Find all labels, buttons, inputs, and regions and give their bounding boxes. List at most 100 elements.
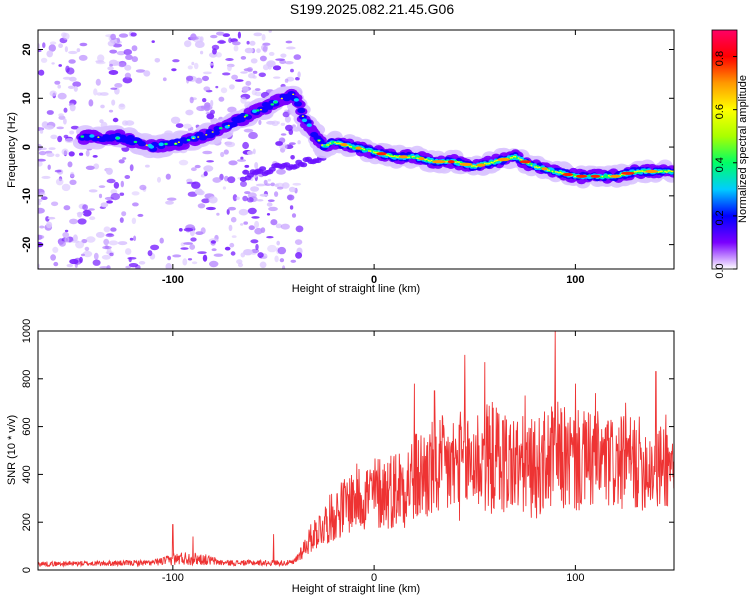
spectrogram-noise-blob bbox=[38, 161, 43, 167]
spectrogram-noise-blob bbox=[216, 212, 220, 216]
spectrogram-noise-blob bbox=[122, 157, 127, 160]
spectrogram-noise-blob bbox=[120, 180, 125, 188]
spectrogram-noise-blob bbox=[110, 87, 118, 90]
spectrogram-noise-blob bbox=[125, 265, 132, 269]
spectrogram-noise-blob bbox=[93, 252, 99, 260]
colorbar-tick-label: 0.8 bbox=[714, 51, 726, 66]
spectrogram-noise-blob bbox=[244, 191, 251, 195]
spectrogram-ridge-mark bbox=[270, 103, 275, 106]
spectrogram-noise-blob bbox=[159, 237, 164, 244]
spectrogram-noise-blob bbox=[186, 75, 194, 82]
spectrogram-noise-blob bbox=[46, 110, 54, 115]
spectrogram-noise-blob bbox=[77, 218, 87, 225]
spectrogram-noise-blob bbox=[246, 197, 254, 203]
colorbar-tick-label: 0.6 bbox=[714, 104, 726, 119]
spectrogram-noise-blob bbox=[266, 213, 271, 216]
spectrogram-noise-blob bbox=[64, 46, 68, 53]
spectrogram-noise-blob bbox=[63, 118, 67, 125]
spectrogram-noise-blob bbox=[61, 183, 71, 192]
spectrogram-noise-blob bbox=[124, 175, 131, 179]
spectrogram-noise-blob bbox=[128, 257, 132, 263]
spectrogram-noise-blob bbox=[291, 213, 297, 218]
spectrogram-noise-blob bbox=[39, 129, 44, 134]
spectrogram-noise-blob bbox=[39, 225, 45, 229]
spectrogram-noise-blob bbox=[54, 80, 61, 85]
spectrogram-noise-blob bbox=[157, 176, 161, 183]
spectrogram-ridge-mark bbox=[537, 167, 539, 169]
y-tick-label: 200 bbox=[21, 513, 33, 531]
spectrogram-noise-blob bbox=[105, 233, 115, 238]
spectrogram-noise-blob bbox=[58, 64, 62, 67]
spectrogram-ridge-mark bbox=[445, 161, 448, 163]
spectrogram-ridge-mark bbox=[551, 170, 554, 173]
spectrogram-noise-blob bbox=[48, 147, 56, 151]
spectrogram-noise-blob bbox=[122, 76, 133, 84]
spectrogram-noise-blob bbox=[109, 63, 113, 67]
spectrogram-noise-blob bbox=[93, 88, 98, 96]
spectrogram-noise-blob bbox=[275, 58, 285, 61]
spectrogram-noise-blob bbox=[240, 156, 244, 160]
snr-y-ticks: 0 200 400 600 800 1000 bbox=[21, 319, 674, 573]
spectrogram-noise-blob bbox=[260, 227, 266, 234]
spectrogram-noise-blob bbox=[203, 165, 214, 172]
y-tick-label: 1000 bbox=[21, 319, 33, 343]
spectrogram-noise-blob bbox=[82, 250, 93, 258]
spectrogram-noise-blob bbox=[55, 178, 64, 186]
spectrogram-noise-blob bbox=[223, 149, 229, 155]
spectrogram-noise-blob bbox=[280, 223, 290, 230]
spectrogram-noise-blob bbox=[67, 85, 75, 90]
spectrogram-noise-blob bbox=[228, 37, 233, 44]
spectrogram-hot-spot bbox=[418, 157, 425, 161]
spectrogram-noise-blob bbox=[259, 193, 269, 197]
snr-plot-area bbox=[38, 331, 674, 568]
spectrogram-ridge-mark bbox=[538, 166, 541, 169]
spectrogram-ridge-mark bbox=[493, 160, 496, 163]
spectrogram-noise-blob bbox=[48, 44, 56, 52]
spectrogram-ridge-mark bbox=[387, 154, 390, 157]
spectrogram-ridge-mark bbox=[177, 141, 180, 143]
spectrogram-noise-blob bbox=[112, 117, 119, 123]
spectrogram-noise-blob bbox=[254, 227, 263, 235]
snr-series-line bbox=[38, 331, 674, 568]
spectrogram-noise-blob bbox=[250, 58, 258, 64]
spectrogram-noise-blob bbox=[143, 70, 151, 77]
spectrogram-lower-ridge-mark bbox=[259, 166, 267, 172]
spectrogram-ridge-mark bbox=[669, 170, 671, 172]
spectrogram-noise-blob bbox=[255, 243, 259, 251]
spectrogram-noise-blob bbox=[274, 191, 279, 197]
spectrogram-noise-blob bbox=[227, 176, 236, 184]
spectrogram-noise-blob bbox=[266, 120, 276, 125]
spectrogram-noise-blob bbox=[270, 182, 276, 187]
spectrogram-noise-blob bbox=[248, 225, 255, 231]
spectrogram-noise-blob bbox=[38, 69, 45, 76]
spectrogram-ridge-mark bbox=[97, 136, 100, 138]
spectrogram-noise-blob bbox=[85, 165, 95, 170]
spectrogram-noise-blob bbox=[51, 62, 55, 65]
spectrogram-lower-ridge-mark bbox=[242, 169, 250, 175]
spectrogram-noise-blob bbox=[81, 253, 85, 257]
spectrogram-noise-blob bbox=[73, 257, 82, 265]
spectrogram-noise-blob bbox=[272, 65, 282, 71]
spectrogram-noise-blob bbox=[95, 78, 101, 86]
spectrogram-noise-blob bbox=[72, 234, 78, 242]
spectrogram-noise-blob bbox=[206, 113, 215, 120]
spectrogram-ridge-mark bbox=[636, 170, 639, 172]
spectrogram-noise-blob bbox=[114, 83, 123, 88]
spectrogram-noise-blob bbox=[288, 186, 296, 193]
spectrogram-ridge-mark bbox=[337, 142, 340, 145]
spectrogram-noise-blob bbox=[209, 63, 214, 66]
spectrogram-noise-blob bbox=[103, 226, 111, 233]
spectrogram-noise-blob bbox=[230, 216, 237, 223]
spectrogram-ridge-mark bbox=[148, 145, 155, 149]
spectrogram-noise-blob bbox=[249, 40, 256, 46]
spectrogram-noise-blob bbox=[280, 53, 287, 58]
spectrogram-noise-blob bbox=[49, 90, 57, 97]
spectrogram-ridge-mark bbox=[495, 159, 497, 162]
spectrogram-noise-blob bbox=[280, 122, 286, 126]
spectrogram-noise-blob bbox=[41, 196, 48, 201]
spectrogram-ridge-mark bbox=[472, 165, 475, 167]
spectrogram-noise-blob bbox=[259, 55, 267, 62]
spectrogram-ridge-mark bbox=[192, 137, 195, 140]
spectrogram-ridge-mark bbox=[554, 171, 557, 173]
spectrogram-noise-blob bbox=[258, 72, 266, 78]
